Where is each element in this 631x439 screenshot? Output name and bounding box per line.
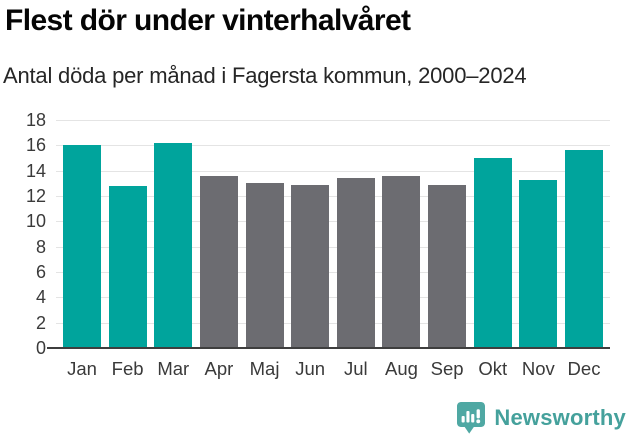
y-tick-label-10: 10 <box>25 211 46 232</box>
bar-mar <box>154 142 193 348</box>
chart-title: Flest dör under vinterhalvåret <box>5 4 411 37</box>
bar-aug <box>382 175 421 348</box>
gridline-14 <box>56 170 610 172</box>
chart-subtitle: Antal döda per månad i Fagersta kommun, … <box>3 63 527 88</box>
gridline-18 <box>56 120 610 121</box>
y-tick-label-8: 8 <box>35 236 46 257</box>
y-tick-label-12: 12 <box>25 186 46 206</box>
gridline-6 <box>56 272 610 273</box>
y-tick-label-2: 2 <box>35 312 46 333</box>
x-tick-label-jan: Jan <box>67 358 97 379</box>
x-axis: Jan Feb Mar Apr Maj Jun Jul Aug Sep Okt Nov Dec <box>56 358 610 382</box>
newsworthy-logo: Newsworthy <box>456 401 626 435</box>
y-axis: 0 2 4 6 8 10 12 14 16 18 <box>0 110 46 358</box>
x-tick-label-jun: Jun <box>295 358 326 379</box>
bar-jun <box>291 184 330 348</box>
newsworthy-speech-bubble-barchart-icon <box>456 401 486 435</box>
plot-area <box>56 120 610 348</box>
x-tick-label-jul: Jul <box>343 358 368 379</box>
x-tick-label-nov: Nov <box>521 358 555 379</box>
x-tick-label-apr: Apr <box>204 358 234 379</box>
y-tick-label-14: 14 <box>25 160 46 181</box>
x-tick-label-feb: Feb <box>111 358 144 379</box>
y-tick-label-6: 6 <box>35 262 46 282</box>
x-tick-label-maj: Maj <box>249 358 280 379</box>
bar-okt <box>473 158 512 348</box>
bar-apr <box>199 175 238 348</box>
y-tick-label-18: 18 <box>25 110 46 130</box>
bar-sep <box>428 184 467 348</box>
gridline-16 <box>56 145 610 147</box>
y-tick-label-4: 4 <box>35 287 46 308</box>
x-tick-label-dec: Dec <box>567 358 601 379</box>
bar-jan <box>63 145 101 348</box>
x-tick-label-okt: Okt <box>478 358 508 379</box>
newsworthy-logo-text: Newsworthy <box>494 405 626 430</box>
bar-jul <box>336 178 375 348</box>
y-tick-label-16: 16 <box>25 135 46 156</box>
gridline-8 <box>56 246 610 248</box>
x-tick-label-sep: Sep <box>430 358 464 379</box>
gridline-2 <box>56 322 610 324</box>
bar-nov <box>519 179 558 348</box>
x-tick-label-aug: Aug <box>384 358 418 379</box>
y-tick-label-0: 0 <box>35 338 46 358</box>
bar-feb <box>108 185 147 348</box>
bar-maj <box>245 183 284 348</box>
x-tick-label-mar: Mar <box>157 358 190 379</box>
gridline-12 <box>56 196 610 197</box>
bar-dec <box>565 150 603 348</box>
gridline-10 <box>56 221 610 223</box>
x-axis-line <box>47 347 610 349</box>
gridline-4 <box>56 297 610 299</box>
